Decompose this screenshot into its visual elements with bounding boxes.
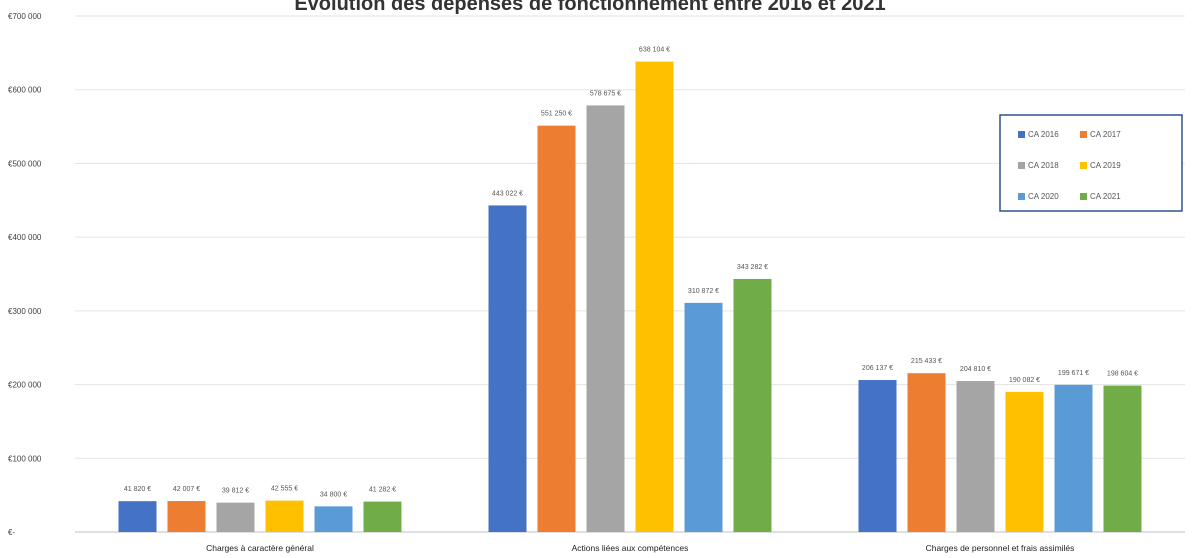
data-label: 41 820 € bbox=[124, 486, 151, 493]
bar bbox=[733, 278, 772, 532]
bar bbox=[314, 506, 353, 532]
y-tick-label: €- bbox=[8, 528, 15, 537]
data-labels: 41 820 € 42 007 € 39 812 € 42 555 € 34 800 €… bbox=[124, 47, 1138, 499]
bar bbox=[1005, 391, 1044, 532]
data-label: 39 812 € bbox=[222, 488, 249, 495]
bar bbox=[907, 373, 946, 532]
y-tick-label: €100 000 bbox=[8, 454, 42, 463]
data-label: 310 872 € bbox=[688, 288, 719, 295]
data-label: 551 250 € bbox=[541, 111, 572, 118]
y-tick-label: €600 000 bbox=[8, 86, 42, 95]
legend-label: CA 2019 bbox=[1090, 161, 1121, 170]
gridlines bbox=[75, 15, 1185, 533]
y-tick-label: €300 000 bbox=[8, 307, 42, 316]
legend-box bbox=[999, 114, 1183, 212]
bar bbox=[586, 105, 625, 532]
data-label: 204 810 € bbox=[960, 366, 991, 373]
data-label: 42 555 € bbox=[271, 486, 298, 493]
data-label: 343 282 € bbox=[737, 264, 768, 271]
data-label: 41 282 € bbox=[369, 487, 396, 494]
legend-label: CA 2018 bbox=[1028, 161, 1059, 170]
data-label: 34 800 € bbox=[320, 491, 347, 498]
data-label: 578 675 € bbox=[590, 90, 621, 97]
data-label: 42 007 € bbox=[173, 486, 200, 493]
legend-swatch bbox=[1018, 131, 1025, 138]
category-label: Charges à caractère général bbox=[206, 543, 314, 553]
chart-title: Evolution des dépenses de fonctionnement… bbox=[294, 0, 885, 15]
y-tick-label: €500 000 bbox=[8, 159, 42, 168]
bar bbox=[488, 205, 527, 532]
bar bbox=[858, 380, 897, 532]
data-label: 215 433 € bbox=[911, 358, 942, 365]
legend-label: CA 2020 bbox=[1028, 192, 1059, 201]
data-label: 638 104 € bbox=[639, 47, 670, 54]
y-tick-label: €200 000 bbox=[8, 381, 42, 390]
data-label: 190 082 € bbox=[1009, 377, 1040, 384]
bars bbox=[118, 61, 1142, 533]
legend-swatch bbox=[1080, 162, 1087, 169]
legend-swatch bbox=[1080, 193, 1087, 200]
bar bbox=[216, 502, 255, 532]
bar bbox=[956, 381, 995, 532]
bar bbox=[635, 61, 674, 533]
y-axis-ticks: €- €100 000 €200 000 €300 000 €400 000 €500 0… bbox=[8, 12, 42, 537]
bar bbox=[118, 501, 157, 532]
legend-label: CA 2016 bbox=[1028, 130, 1059, 139]
legend: CA 2016 CA 2017 CA 2018 CA 2019 CA 2020 CA 20… bbox=[999, 114, 1183, 212]
data-label: 443 022 € bbox=[492, 190, 523, 197]
data-label: 198 604 € bbox=[1107, 371, 1138, 378]
bar bbox=[363, 501, 402, 532]
legend-label: CA 2021 bbox=[1090, 192, 1121, 201]
bar bbox=[684, 302, 723, 532]
legend-swatch bbox=[1018, 193, 1025, 200]
bar bbox=[537, 125, 576, 533]
legend-swatch bbox=[1080, 131, 1087, 138]
legend-swatch bbox=[1018, 162, 1025, 169]
data-label: 199 671 € bbox=[1058, 370, 1089, 377]
category-label: Actions liées aux compétences bbox=[572, 543, 689, 553]
bar bbox=[1054, 384, 1093, 532]
category-labels: Charges à caractère général Actions liées… bbox=[206, 543, 1074, 553]
legend-label: CA 2017 bbox=[1090, 130, 1121, 139]
bar bbox=[1103, 385, 1142, 532]
y-tick-label: €700 000 bbox=[8, 12, 42, 21]
category-label: Charges de personnel et frais assimilés bbox=[926, 543, 1075, 553]
bar bbox=[167, 501, 206, 532]
y-tick-label: €400 000 bbox=[8, 233, 42, 242]
bar bbox=[265, 500, 304, 532]
data-label: 206 137 € bbox=[862, 365, 893, 372]
